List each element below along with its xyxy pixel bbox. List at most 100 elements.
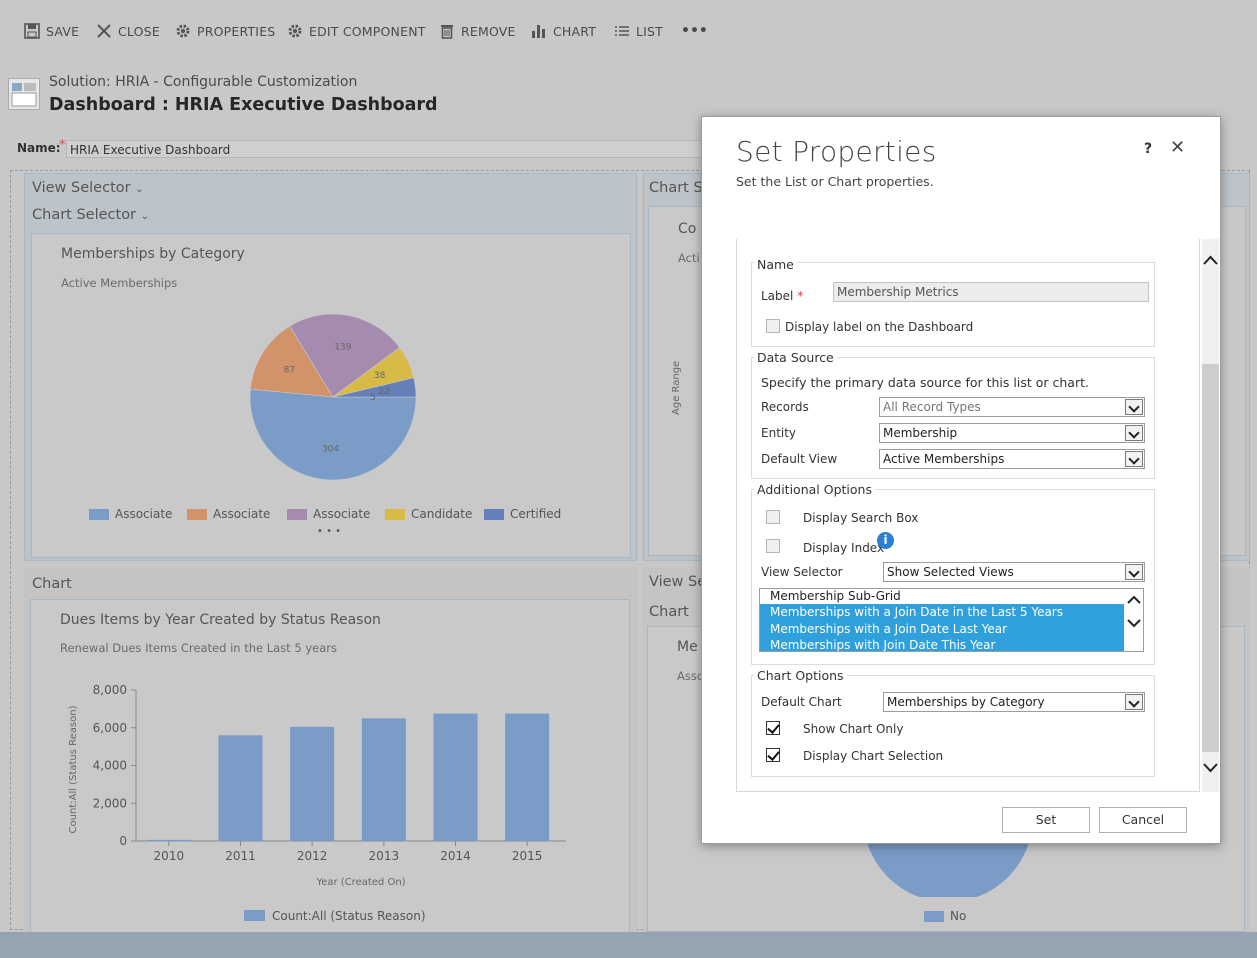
properties-label: PROPERTIES bbox=[197, 23, 276, 39]
edit-component-button[interactable]: EDIT COMPONENT bbox=[287, 20, 426, 42]
legend-label: Associate bbox=[213, 507, 271, 521]
y-tick-label: 6,000 bbox=[93, 721, 127, 735]
y-axis-label: Count:All (Status Reason) bbox=[68, 705, 79, 833]
records-select[interactable]: All Record Types bbox=[879, 397, 1145, 417]
properties-button[interactable]: PROPERTIES bbox=[175, 20, 275, 42]
y-tick-label: 4,000 bbox=[93, 759, 127, 773]
bar bbox=[505, 713, 550, 841]
show-chart-only-label: Show Chart Only bbox=[803, 722, 904, 736]
display-index-checkbox[interactable] bbox=[766, 539, 780, 553]
dialog-scrollbar[interactable] bbox=[1202, 239, 1219, 792]
more-icon: ••• bbox=[681, 23, 708, 39]
pie-slice bbox=[332, 377, 417, 398]
name-label: Name: bbox=[17, 141, 61, 155]
view-selector-select[interactable]: Show Selected Views bbox=[883, 562, 1145, 582]
section-title: Name bbox=[754, 257, 797, 272]
display-search-checkbox[interactable] bbox=[766, 510, 780, 524]
legend-item: No bbox=[924, 909, 966, 923]
required-indicator: * bbox=[797, 289, 804, 303]
cancel-button[interactable]: Cancel bbox=[1099, 807, 1187, 833]
display-label-checkbox[interactable] bbox=[766, 319, 780, 333]
x-tick-label: 2010 bbox=[154, 849, 185, 863]
view-selector-label: View Selector bbox=[761, 565, 843, 579]
chart-button[interactable]: CHART bbox=[531, 20, 596, 42]
show-chart-only-checkbox[interactable] bbox=[766, 721, 780, 735]
display-chart-selection-checkbox[interactable] bbox=[766, 748, 780, 762]
chevron-down-icon bbox=[1125, 399, 1143, 415]
help-icon[interactable]: ? bbox=[1144, 141, 1153, 157]
save-button[interactable]: SAVE bbox=[24, 20, 79, 42]
pie-legend: Associate Associate Associate Candidate Cert… bbox=[32, 234, 632, 559]
pie-value-label: 139 bbox=[334, 342, 351, 352]
list-item[interactable]: Memberships with a Join Date in the Last… bbox=[760, 604, 1124, 621]
dialog-subtitle: Set the List or Chart properties. bbox=[736, 174, 934, 189]
additional-options-section bbox=[751, 489, 1155, 665]
dialog-scroll-area: Name Label * Membership Metrics Display … bbox=[736, 239, 1219, 792]
close-icon[interactable]: ✕ bbox=[1170, 137, 1186, 158]
dues-chart-panel[interactable]: Chart Dues Items by Year Created by Stat… bbox=[24, 567, 637, 934]
close-button[interactable]: CLOSE bbox=[96, 20, 160, 42]
chevron-down-icon[interactable] bbox=[1202, 761, 1219, 775]
views-listbox[interactable]: Membership Sub-Grid Memberships with a J… bbox=[759, 588, 1144, 652]
list-label: LIST bbox=[636, 23, 664, 39]
x-tick-label: 2011 bbox=[225, 849, 256, 863]
bar bbox=[433, 713, 478, 841]
more-commands-button[interactable]: ••• bbox=[681, 20, 708, 42]
page-title: Dashboard : HRIA Executive Dashboard bbox=[49, 95, 438, 115]
x-tick-label: 2012 bbox=[297, 849, 328, 863]
data-source-section bbox=[751, 357, 1155, 479]
pie-chart: 304 87 139 38 225 bbox=[249, 313, 417, 481]
y-tick-label: 8,000 bbox=[93, 683, 127, 697]
label-input[interactable]: Membership Metrics bbox=[833, 282, 1149, 302]
chart-label: CHART bbox=[553, 23, 597, 39]
y-axis-label: Age Range bbox=[671, 360, 682, 415]
name-input[interactable]: HRIA Executive Dashboard bbox=[66, 140, 706, 158]
required-indicator: * bbox=[59, 138, 66, 153]
chart-title: Me bbox=[677, 639, 698, 655]
remove-label: REMOVE bbox=[461, 23, 516, 39]
info-icon[interactable]: i bbox=[877, 532, 894, 549]
close-icon bbox=[96, 23, 112, 39]
view-selector[interactable]: View Selector ⌄ bbox=[32, 180, 144, 196]
data-source-description: Specify the primary data source for this… bbox=[761, 375, 1089, 390]
list-button[interactable]: LIST bbox=[614, 20, 663, 42]
scrollbar-thumb[interactable] bbox=[1202, 364, 1219, 752]
default-view-select[interactable]: Active Memberships bbox=[879, 449, 1145, 469]
legend-item: Associate bbox=[187, 507, 270, 521]
section-title: Additional Options bbox=[754, 482, 875, 497]
set-button[interactable]: Set bbox=[1002, 807, 1090, 833]
chart-subtitle: Acti bbox=[678, 251, 700, 265]
legend-swatch bbox=[484, 508, 504, 520]
remove-button[interactable]: REMOVE bbox=[439, 20, 516, 42]
default-view-label: Default View bbox=[761, 452, 838, 466]
chevron-up-icon[interactable] bbox=[1202, 253, 1219, 267]
list-item[interactable]: Memberships with Join Date This Year bbox=[760, 637, 1124, 651]
panel-label: Chart bbox=[32, 576, 72, 592]
pie-value-label: 87 bbox=[284, 366, 295, 376]
bar bbox=[290, 726, 335, 841]
entity-select[interactable]: Membership bbox=[879, 423, 1145, 443]
chart-selector[interactable]: Chart Se bbox=[649, 180, 712, 196]
y-tick-label: 0 bbox=[119, 834, 127, 848]
dialog-content: Name Label * Membership Metrics Display … bbox=[736, 239, 1200, 792]
chart-subtitle: Renewal Dues Items Created in the Last 5… bbox=[60, 641, 337, 655]
chevron-down-icon bbox=[1125, 694, 1143, 710]
bar-chart-area: Dues Items by Year Created by Status Rea… bbox=[30, 599, 630, 934]
list-item[interactable]: Membership Sub-Grid bbox=[770, 589, 901, 603]
close-label: CLOSE bbox=[118, 23, 160, 39]
chevron-down-icon: ⌄ bbox=[140, 211, 150, 222]
records-label: Records bbox=[761, 400, 809, 414]
chart-options-section bbox=[751, 675, 1155, 777]
pie-chart-area: Memberships by Category Active Membershi… bbox=[31, 233, 631, 558]
chart-selector[interactable]: Chart Selector ⌄ bbox=[32, 207, 150, 223]
default-chart-select[interactable]: Memberships by Category bbox=[883, 692, 1145, 712]
view-selector[interactable]: View Se bbox=[649, 574, 707, 590]
list-item[interactable]: Memberships with a Join Date Last Year bbox=[760, 621, 1124, 638]
more-icon[interactable]: • • • bbox=[317, 526, 342, 537]
chevron-down-icon: ⌄ bbox=[135, 184, 144, 195]
membership-chart-panel[interactable]: View Selector ⌄ Chart Selector ⌄ Members… bbox=[24, 173, 637, 561]
chart-title: Dues Items by Year Created by Status Rea… bbox=[60, 612, 381, 628]
listbox-scrollbar[interactable] bbox=[1124, 589, 1143, 651]
legend-swatch bbox=[924, 910, 944, 922]
legend-item: Associate bbox=[89, 507, 172, 521]
